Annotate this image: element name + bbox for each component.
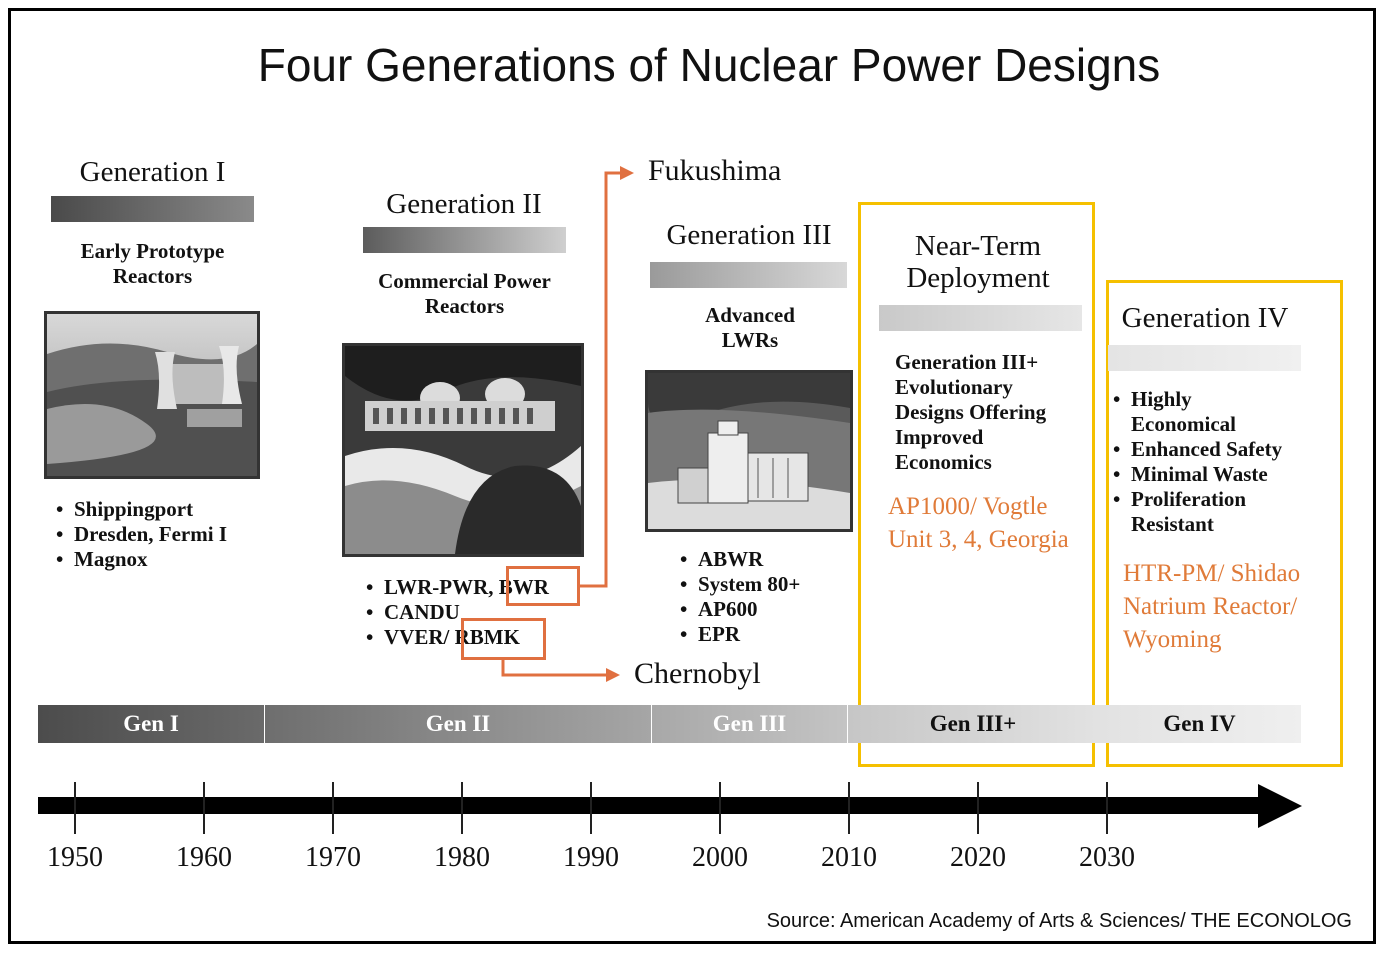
gen3plus-gradient-bar [879, 305, 1082, 331]
year-tick [461, 782, 463, 834]
gen2-examples: LWR-PWR, BWR CANDU VVER/ RBMK [366, 575, 549, 650]
year-label: 1950 [47, 842, 103, 873]
gen1-heading: Generation I [79, 156, 226, 188]
gen3-example: System 80+ [680, 572, 800, 597]
near-term-heading: Near-Term Deployment [906, 230, 1050, 294]
gen1-example: Magnox [56, 547, 227, 572]
timeline-band-gen2: Gen II [265, 705, 651, 743]
gen4-example-plant: HTR-PM/ Shidao Natrium Reactor/ Wyoming [1123, 560, 1301, 653]
source-note: Source: American Academy of Arts & Scien… [766, 910, 1352, 932]
gen3-example: AP600 [680, 597, 800, 622]
year-tick [203, 782, 205, 834]
gen2-photo [342, 343, 584, 557]
gen1-photo [44, 311, 260, 479]
bwr-highlight-box [506, 566, 580, 606]
year-label: 2030 [1079, 842, 1135, 873]
gen2-example: CANDU [366, 600, 549, 625]
fukushima-label: Fukushima [648, 154, 782, 187]
year-label: 2000 [692, 842, 748, 873]
near-term-highlight-box [858, 202, 1095, 767]
timeline-band-gen3plus: Gen III+ [848, 705, 1098, 743]
gen2-example: VVER/ RBMK [366, 625, 549, 650]
gen4-gradient-bar [1108, 345, 1301, 371]
gen3-example: ABWR [680, 547, 800, 572]
gen1-example: Dresden, Fermi I [56, 522, 227, 547]
gen3plus-example-plant: AP1000/ Vogtle Unit 3, 4, Georgia [888, 493, 1069, 553]
year-label: 1990 [563, 842, 619, 873]
gen2-example: LWR-PWR, BWR [366, 575, 549, 600]
gen1-example: Shippingport [56, 497, 227, 522]
chernobyl-label: Chernobyl [634, 657, 761, 690]
gen3-heading: Generation III [666, 219, 832, 251]
year-tick [719, 782, 721, 834]
timeline-band-gen3: Gen III [652, 705, 847, 743]
gen3-photo [645, 370, 853, 532]
year-tick [848, 782, 850, 834]
timeline-band-gen4: Gen IV [1098, 705, 1301, 743]
year-label: 2010 [821, 842, 877, 873]
time-axis-line [38, 797, 1264, 814]
gen4-heading: Generation IV [1121, 302, 1289, 334]
year-tick [590, 782, 592, 834]
year-label: 1980 [434, 842, 490, 873]
figure-frame [8, 8, 1376, 944]
timeline-band-gen1: Gen I [38, 705, 264, 743]
year-tick [977, 782, 979, 834]
year-label: 2020 [950, 842, 1006, 873]
gen1-subtitle: Early Prototype Reactors [80, 239, 225, 288]
year-tick [74, 782, 76, 834]
year-tick [332, 782, 334, 834]
gen3-examples: ABWR System 80+ AP600 EPR [680, 547, 800, 647]
gen4-highlight-box [1106, 280, 1343, 767]
year-tick [1106, 782, 1108, 834]
gen3-gradient-bar [650, 262, 847, 288]
gen1-examples: Shippingport Dresden, Fermi I Magnox [56, 497, 227, 572]
gen3-subtitle: Advanced LWRs [705, 303, 795, 352]
gen3plus-description: Generation III+ Evolutionary Designs Off… [895, 350, 1047, 474]
gen2-heading: Generation II [386, 188, 542, 220]
gen2-gradient-bar [363, 227, 566, 253]
year-label: 1960 [176, 842, 232, 873]
year-label: 1970 [305, 842, 361, 873]
rbmk-highlight-box [461, 618, 546, 660]
gen4-feature: Enhanced Safety [1113, 437, 1282, 462]
figure-title: Four Generations of Nuclear Power Design… [257, 39, 1161, 91]
gen3-example: EPR [680, 622, 800, 647]
gen4-feature: Minimal Waste [1113, 462, 1282, 487]
gen1-gradient-bar [51, 196, 254, 222]
time-axis-arrowhead [1258, 784, 1302, 828]
gen2-subtitle: Commercial Power Reactors [378, 269, 551, 318]
